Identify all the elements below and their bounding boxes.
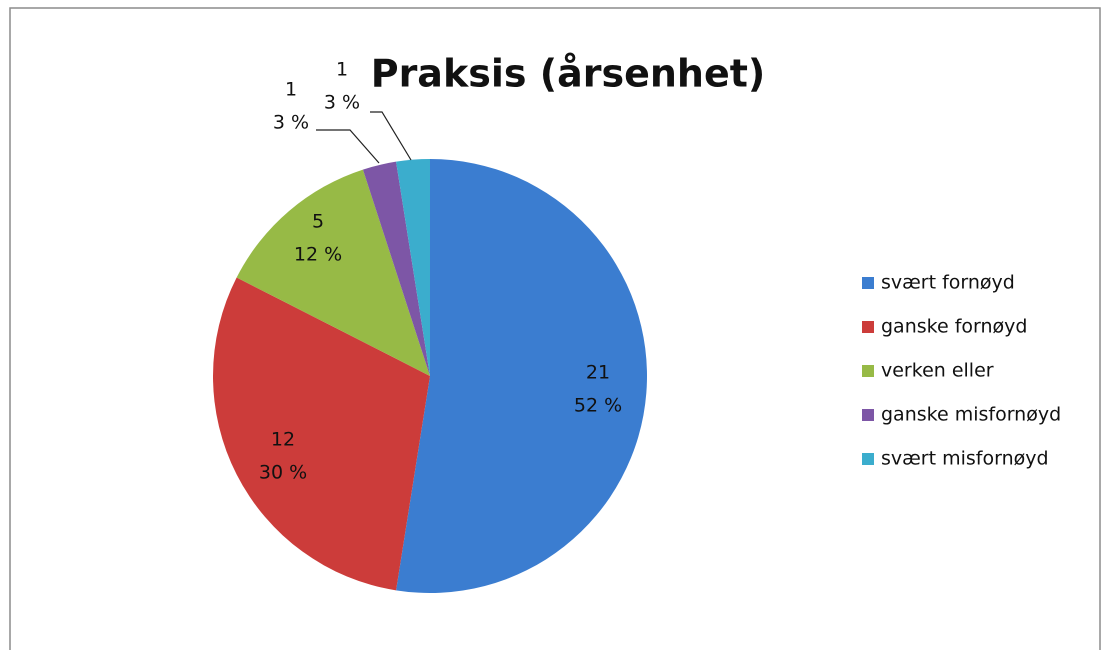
percent-label: 52 % — [574, 395, 622, 417]
pie-slice — [236, 169, 430, 376]
pie-slice — [362, 161, 430, 376]
data-label: 12 — [271, 429, 295, 451]
chart-title: Praksis (årsenhet) — [371, 52, 766, 96]
legend-label: svært misfornøyd — [881, 448, 1049, 470]
pie-slice — [212, 277, 430, 591]
legend-label: ganske misfornøyd — [881, 404, 1061, 426]
pie-slice — [396, 159, 430, 376]
legend-label: ganske fornøyd — [881, 316, 1027, 338]
percent-label: 3 % — [324, 92, 360, 114]
data-label: 21 — [586, 362, 610, 384]
legend-swatch — [862, 321, 874, 333]
leader-line — [370, 111, 412, 161]
data-label: 1 — [336, 59, 348, 81]
legend-swatch — [862, 365, 874, 377]
data-label: 1 — [285, 79, 297, 101]
legend-swatch — [862, 277, 874, 289]
leader-line — [316, 129, 380, 164]
percent-label: 3 % — [273, 112, 309, 134]
legend-swatch — [862, 409, 874, 421]
pie-slice — [396, 159, 648, 593]
data-label: 5 — [312, 211, 324, 233]
legend-swatch — [862, 453, 874, 465]
percent-label: 12 % — [294, 244, 342, 266]
percent-label: 30 % — [259, 462, 307, 484]
legend-label: verken eller — [881, 360, 994, 382]
legend-label: svært fornøyd — [881, 272, 1015, 294]
